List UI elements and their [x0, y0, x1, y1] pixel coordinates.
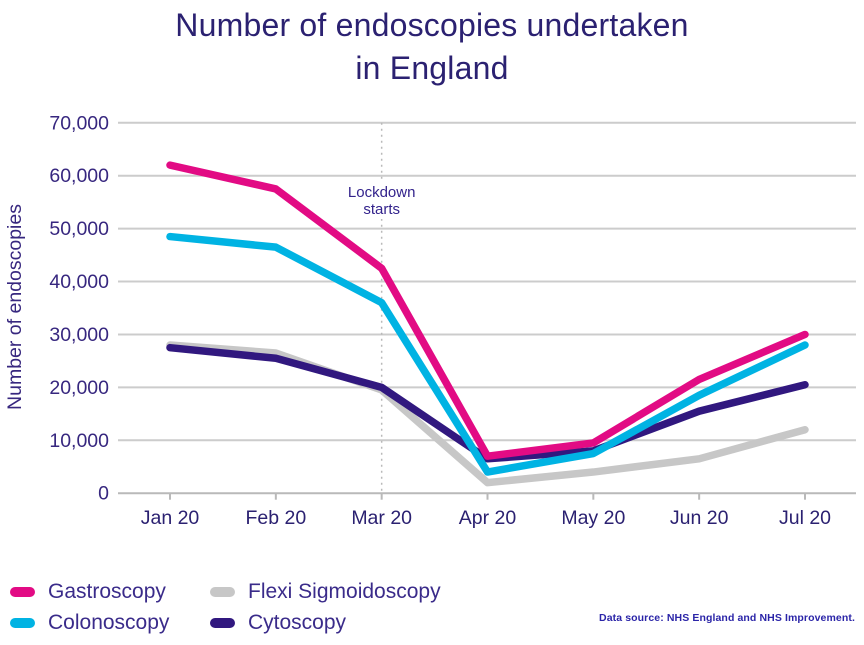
- x-tick-label-apr-20: Apr 20: [459, 507, 517, 529]
- legend-item-colonoscopy: Colonoscopy: [10, 611, 210, 635]
- lockdown-label-backing: [335, 181, 428, 219]
- y-tick-label: 0: [98, 483, 109, 505]
- x-tick-label-feb-20: Feb 20: [245, 507, 306, 529]
- y-tick-label: 70,000: [49, 112, 109, 134]
- y-tick-label: 60,000: [49, 165, 109, 187]
- legend-swatch-gastroscopy: [10, 587, 35, 597]
- legend-label-flexi-sigmoidoscopy: Flexi Sigmoidoscopy: [248, 580, 441, 603]
- y-axis-title: Number of endoscopies: [4, 204, 26, 410]
- series-line-cytoscopy: [166, 343, 809, 463]
- x-tick-label-jun-20: Jun 20: [670, 507, 729, 529]
- legend-swatch-colonoscopy: [10, 618, 35, 628]
- series-line-flexi-sigmoidoscopy: [166, 341, 809, 487]
- x-tick-label-mar-20: Mar 20: [351, 507, 412, 529]
- series-line-colonoscopy: [166, 232, 809, 476]
- y-tick-label: 10,000: [49, 430, 109, 452]
- chart-title-line2: in England: [355, 50, 509, 86]
- data-source-note: Data source: NHS England and NHS Improve…: [599, 612, 855, 624]
- y-tick-label: 50,000: [49, 218, 109, 240]
- lockdown-label-line2: starts: [363, 201, 400, 218]
- series-line-gastroscopy: [166, 161, 809, 460]
- legend-label-gastroscopy: Gastroscopy: [48, 580, 166, 603]
- legend-swatch-cytoscopy: [210, 618, 235, 628]
- legend-item-cytoscopy: Cytoscopy: [210, 611, 441, 635]
- legend-item-flexi-sigmoidoscopy: Flexi Sigmoidoscopy: [210, 580, 441, 604]
- y-tick-label: 20,000: [49, 377, 109, 399]
- x-tick-label-may-20: May 20: [561, 507, 625, 529]
- legend-label-cytoscopy: Cytoscopy: [248, 611, 347, 634]
- y-tick-label: 40,000: [49, 271, 109, 293]
- chart-title: Number of endoscopies undertaken in Engl…: [0, 4, 864, 90]
- chart-title-line1: Number of endoscopies undertaken: [175, 7, 689, 43]
- x-tick-label-jan-20: Jan 20: [141, 507, 200, 529]
- legend-swatch-flexi-sigmoidoscopy: [210, 587, 235, 597]
- chart-legend: Gastroscopy Flexi Sigmoidoscopy Colonoscop…: [10, 580, 441, 635]
- y-tick-label: 30,000: [49, 324, 109, 346]
- legend-label-colonoscopy: Colonoscopy: [48, 611, 170, 634]
- lockdown-label-line1: Lockdown: [348, 184, 416, 201]
- x-tick-label-jul-20: Jul 20: [779, 507, 831, 529]
- legend-item-gastroscopy: Gastroscopy: [10, 580, 210, 604]
